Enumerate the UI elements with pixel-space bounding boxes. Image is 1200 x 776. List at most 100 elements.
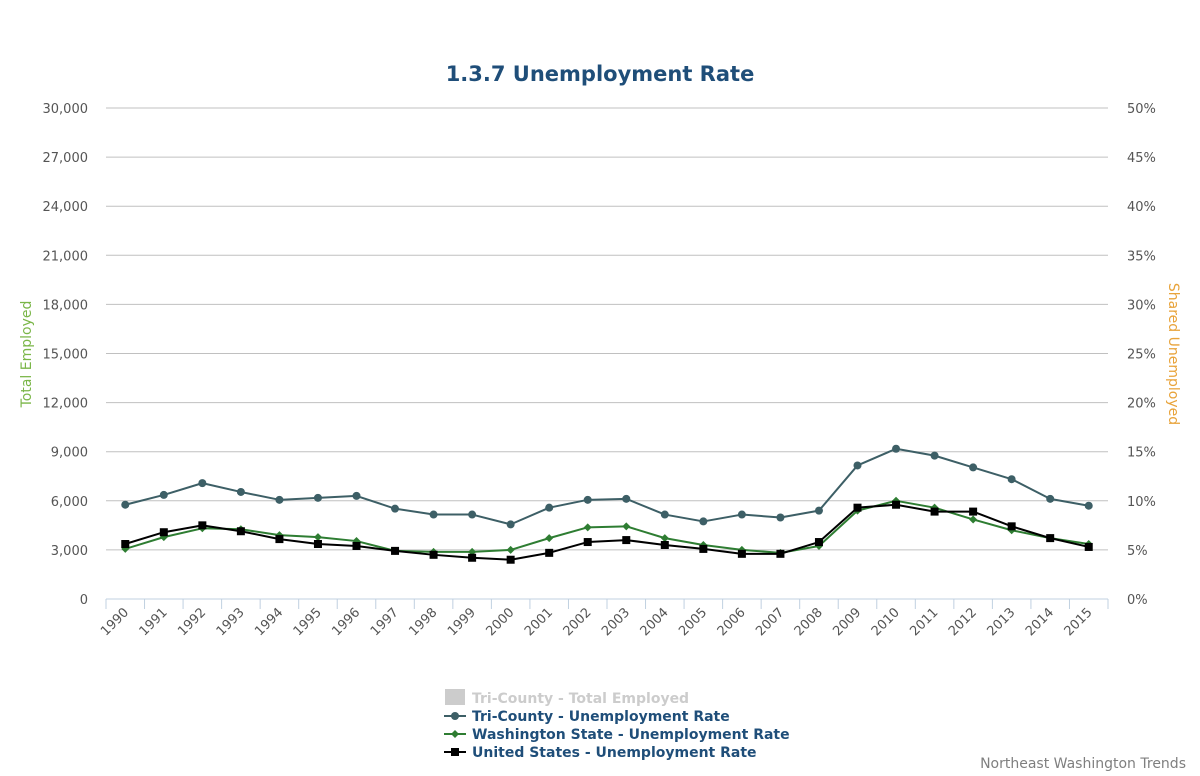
data-point[interactable] [583,538,592,547]
data-point[interactable] [236,487,245,496]
x-tick-label: 1997 [368,605,402,639]
x-tick-label: 1995 [291,605,325,639]
series-line-1 [125,447,1089,526]
data-point[interactable] [429,550,438,559]
data-point[interactable] [275,535,284,544]
data-point[interactable] [545,534,554,543]
data-point[interactable] [699,544,708,553]
data-point[interactable] [352,541,361,550]
data-point[interactable] [892,444,901,453]
x-tick-label: 2014 [1023,605,1057,639]
data-point[interactable] [814,538,823,547]
x-tick-label: 2006 [715,605,749,639]
legend: Tri-County - Total Employed Tri-County -… [444,689,790,761]
data-point[interactable] [506,520,515,529]
data-point[interactable] [1007,522,1016,531]
data-point[interactable] [969,463,978,472]
legend-label-total-employed: Tri-County - Total Employed [472,691,689,707]
data-point[interactable] [313,540,322,549]
data-point[interactable] [969,507,978,516]
data-point[interactable] [583,495,592,504]
data-point[interactable] [545,548,554,557]
chart-title: 1.3.7 Unemployment Rate [446,62,755,86]
data-point[interactable] [468,553,477,562]
chart-credit[interactable]: Northeast Washington Trends [980,756,1186,772]
left-tick-label: 6,000 [51,495,88,510]
x-tick-label: 2004 [638,605,672,639]
x-tick-label: 1999 [445,605,479,639]
series-line-3 [124,503,1089,561]
data-point[interactable] [930,507,939,516]
data-point[interactable] [313,493,322,502]
legend-marker-washington [451,730,459,738]
x-tick-label: 2010 [869,605,903,639]
data-point[interactable] [352,491,361,500]
left-tick-label: 0 [80,593,88,608]
legend-marker-us [451,748,459,756]
data-point[interactable] [236,527,245,536]
left-tick-label: 27,000 [43,151,89,166]
data-point[interactable] [198,521,207,530]
series-layer [121,444,1093,564]
data-point[interactable] [776,549,785,558]
x-tick-label: 2011 [907,605,941,639]
data-point[interactable] [660,510,669,519]
left-tick-label: 24,000 [43,200,89,215]
data-point[interactable] [1046,534,1055,543]
legend-item-total-employed[interactable]: Tri-County - Total Employed [445,689,689,707]
data-point[interactable] [1046,494,1055,503]
right-tick-label: 45% [1127,151,1156,166]
data-point[interactable] [121,500,130,509]
data-point[interactable] [121,540,130,549]
data-point[interactable] [506,555,515,564]
left-axis: 0 3,000 6,000 9,000 12,000 15,000 18,000 21,000… [43,102,89,608]
data-point[interactable] [814,506,823,515]
data-point[interactable] [622,494,631,503]
legend-label-washington-rate: Washington State - Unemployment Rate [472,727,790,743]
legend-item-tricounty-rate[interactable]: Tri-County - Unemployment Rate [444,709,730,725]
x-tick-label: 2007 [753,605,787,639]
data-point[interactable] [1084,501,1093,510]
right-tick-label: 25% [1127,348,1156,363]
data-point[interactable] [506,545,515,554]
data-point[interactable] [699,517,708,526]
right-tick-label: 15% [1127,446,1156,461]
data-point[interactable] [737,549,746,558]
data-point[interactable] [930,451,939,460]
data-point[interactable] [969,515,978,524]
data-point[interactable] [545,503,554,512]
data-point[interactable] [198,479,207,488]
left-tick-label: 18,000 [43,298,89,313]
right-tick-label: 30% [1127,298,1156,313]
data-point[interactable] [622,522,631,531]
data-point[interactable] [622,536,631,545]
data-point[interactable] [1084,542,1093,551]
data-point[interactable] [583,523,592,532]
legend-item-us-rate[interactable]: United States - Unemployment Rate [444,745,757,761]
data-point[interactable] [776,513,785,522]
data-point[interactable] [737,510,746,519]
x-tick-label: 2005 [676,605,710,639]
data-point[interactable] [853,503,862,512]
data-point[interactable] [275,495,284,504]
x-tick-label: 2003 [599,605,633,639]
legend-item-washington-rate[interactable]: Washington State - Unemployment Rate [444,727,790,743]
data-point[interactable] [660,540,669,549]
right-tick-label: 35% [1127,249,1156,264]
data-point[interactable] [391,546,400,555]
data-point[interactable] [892,500,901,509]
left-tick-label: 12,000 [43,397,89,412]
x-tick-label: 1990 [98,605,132,639]
data-point[interactable] [313,533,322,542]
data-point[interactable] [429,510,438,519]
data-point[interactable] [159,490,168,499]
data-point[interactable] [1007,475,1016,484]
x-tick-label: 2013 [984,605,1018,639]
data-point[interactable] [159,528,168,537]
data-point[interactable] [468,510,477,519]
left-tick-label: 15,000 [43,348,89,363]
data-point[interactable] [853,461,862,470]
data-point[interactable] [660,534,669,543]
data-point[interactable] [391,504,400,513]
